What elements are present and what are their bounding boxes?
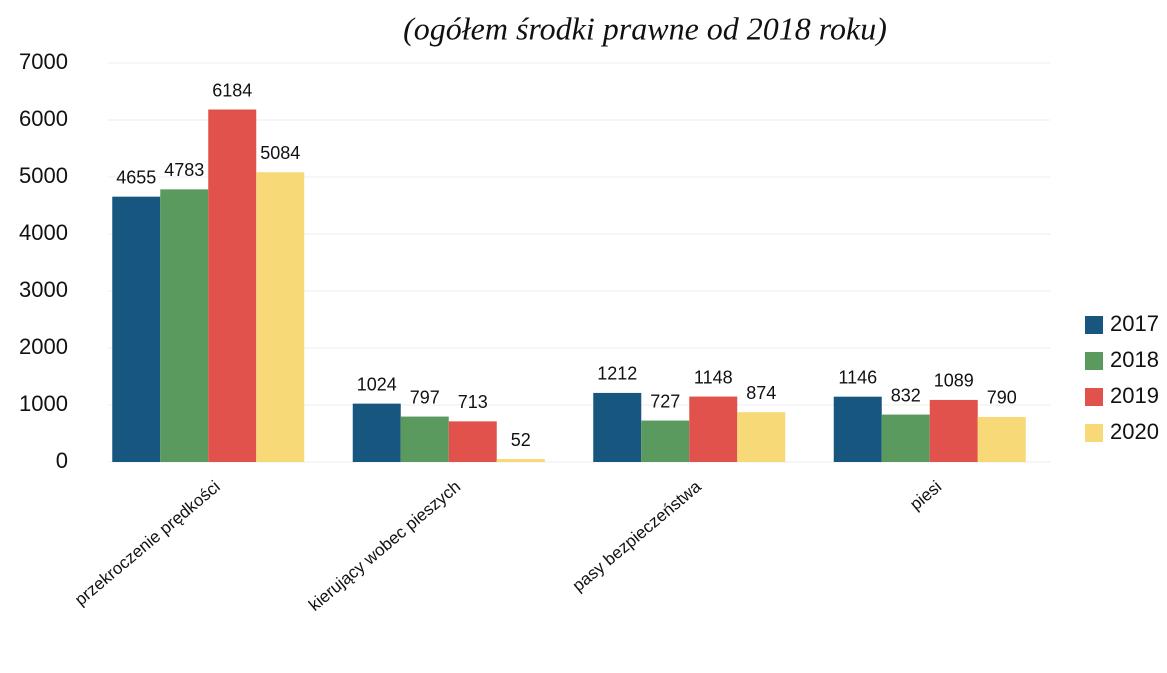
bar (881, 414, 930, 462)
value-label: 1089 (934, 371, 974, 391)
bar (352, 403, 401, 462)
legend-label: 2019 (1110, 383, 1159, 408)
x-tick-label: kierujący wobec pieszych (305, 477, 464, 615)
bar (929, 399, 978, 462)
value-label: 4783 (164, 160, 204, 180)
value-label: 52 (511, 430, 531, 450)
bar (689, 396, 738, 462)
value-label: 1146 (838, 367, 877, 387)
bar (208, 109, 257, 463)
bar (593, 392, 642, 462)
legend-label: 2020 (1110, 419, 1159, 444)
value-label: 832 (891, 385, 921, 405)
y-tick-label: 2000 (19, 334, 68, 359)
bar (256, 172, 305, 462)
value-label: 1148 (694, 367, 733, 387)
y-tick-label: 4000 (19, 220, 68, 245)
y-tick-label: 7000 (19, 49, 68, 74)
bar (833, 396, 882, 462)
bar (448, 421, 497, 462)
legend-label: 2017 (1110, 311, 1159, 336)
value-label: 4655 (116, 167, 156, 187)
chart-title: (ogółem środki prawne od 2018 roku) (403, 10, 887, 46)
legend-swatch (1085, 424, 1103, 442)
bar (641, 420, 690, 462)
y-tick-label: 0 (56, 448, 68, 473)
x-tick-label: pasy bezpieczeństwa (569, 477, 705, 596)
value-label: 713 (458, 392, 488, 412)
value-label: 1024 (357, 374, 397, 394)
value-label: 6184 (212, 80, 252, 100)
value-label: 5084 (260, 143, 300, 163)
legend-label: 2018 (1110, 347, 1159, 372)
bar (737, 412, 786, 462)
value-label: 727 (650, 391, 680, 411)
y-tick-label: 6000 (19, 106, 68, 131)
bar (112, 196, 161, 463)
value-label: 797 (410, 387, 440, 407)
value-label: 790 (987, 388, 1017, 408)
bar (400, 416, 449, 462)
y-tick-label: 1000 (19, 391, 68, 416)
legend-swatch (1085, 388, 1103, 406)
value-label: 874 (746, 383, 776, 403)
x-tick-label: piesi (906, 477, 945, 514)
legend-swatch (1085, 316, 1103, 334)
bar (496, 459, 545, 462)
legend-swatch (1085, 352, 1103, 370)
value-label: 1212 (597, 364, 637, 384)
bar (977, 416, 1026, 462)
x-tick-label: przekroczenie prędkości (71, 477, 224, 609)
y-tick-label: 3000 (19, 277, 68, 302)
y-tick-label: 5000 (19, 163, 68, 188)
bar (160, 189, 209, 462)
